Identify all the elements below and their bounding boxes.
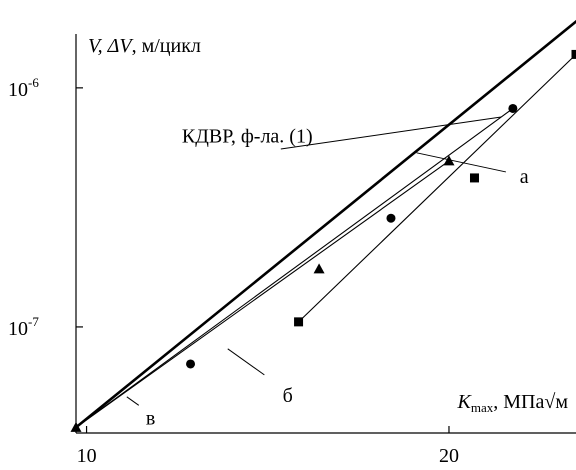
y-tick-group: 10-710-6 (8, 75, 83, 340)
series-v-point-1 (313, 263, 325, 274)
y-axis-label-main: V, ΔV (88, 35, 134, 57)
y-tick-label-exponent: -7 (28, 314, 39, 329)
annotation-label-3: в (146, 408, 155, 430)
y-tick-label-exponent: -6 (28, 75, 39, 90)
series-b-point-0 (186, 359, 196, 369)
y-axis-label: V, ΔV, м/цикл (88, 35, 201, 57)
series-a-point-1 (469, 173, 479, 183)
series-a-point-0 (294, 317, 304, 327)
x-axis-label-unit: , МПа√м (493, 391, 568, 413)
annotation-pointer-0 (280, 116, 502, 150)
series-a-point-2 (571, 49, 576, 59)
series-b-point-2 (508, 103, 518, 113)
series-b-point-1 (386, 213, 396, 223)
series-v-line (75, 160, 450, 428)
annotation-group: КДВР, ф-ла. (1) а б в (126, 116, 529, 430)
series-b-line (75, 108, 514, 428)
series-a-line (298, 54, 576, 323)
y-tick-label-0: 10-7 (8, 314, 39, 340)
series-v-point-0 (70, 421, 82, 432)
annotation-pointer-2 (227, 348, 265, 376)
y-tick-label-base: 10 (8, 318, 28, 340)
annotation-pointer-3 (126, 396, 140, 406)
x-axis-label-sym: K (457, 391, 473, 413)
series-group (70, 19, 576, 432)
axes (75, 34, 576, 434)
y-axis-label-unit: м/цикл (142, 35, 201, 57)
annotation-label-2: б (283, 385, 293, 407)
x-tick-label-1: 20 (439, 445, 459, 467)
series-v-point-2 (443, 155, 455, 166)
x-tick-label-0: 10 (77, 445, 97, 467)
annotation-label-0: КДВР, ф-ла. (1) (182, 126, 313, 148)
y-tick-label-base: 10 (8, 79, 28, 101)
annotation-pointer-1 (416, 152, 506, 173)
x-axis-label-sub: max (471, 400, 494, 415)
x-axis-label: Kmax, МПа√м (457, 391, 569, 415)
y-tick-label-1: 10-6 (8, 75, 39, 101)
annotation-label-1: а (520, 166, 529, 188)
y-axis-label-sep: , (132, 35, 142, 57)
series-kdvr-line (75, 19, 576, 429)
x-tick-group: 10 20 (77, 426, 459, 467)
